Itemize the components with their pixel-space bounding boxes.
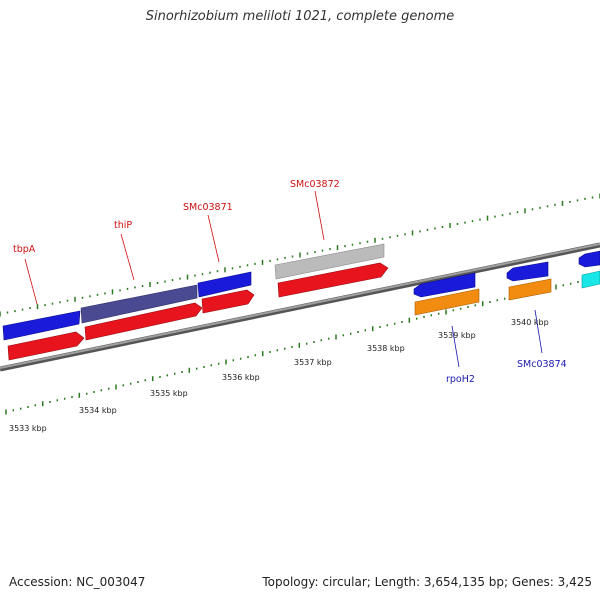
scale-label: 3537 kbp [294,358,332,367]
gene-tbpA-blue[interactable] [2,310,81,341]
gene-label-SMc03874[interactable]: SMc03874 [517,359,567,370]
gene-SMc03872-red[interactable] [277,262,389,298]
scale-label: 3540 kbp [511,318,549,327]
map-title: Sinorhizobium meliloti 1021, complete ge… [145,9,455,24]
gene-next-cyan[interactable] [581,270,600,289]
upper-tick-track [0,193,600,317]
genome-backbone [0,242,600,372]
gene-thiP-operon[interactable] [80,284,198,324]
gene-SMc03874-blue[interactable] [506,261,549,282]
gene-SMc03871-red[interactable] [201,289,255,314]
gene-rpoH2-orange[interactable] [414,288,480,316]
gene-next-blue[interactable] [578,250,600,268]
gene-SMc03872-gray[interactable] [274,243,385,280]
gene-tbpA-red[interactable] [7,331,85,361]
gene-thiP-red[interactable] [84,302,203,341]
gene-rpoH2-blue[interactable] [413,272,476,298]
scale-label: 3533 kbp [9,424,47,433]
scale-labels: 3533 kbp 3534 kbp 3535 kbp 3536 kbp 3537… [9,318,549,433]
gene-label-tbpA[interactable]: tbpA [13,244,36,255]
scale-label: 3536 kbp [222,373,260,382]
label-callouts [24,190,543,368]
scale-label: 3535 kbp [150,389,188,398]
gene-label-SMc03871[interactable]: SMc03871 [183,202,233,213]
accession-text: Accession: NC_003047 [9,575,146,589]
gene-label-thiP[interactable]: thiP [114,220,132,231]
scale-label: 3534 kbp [79,406,117,415]
genome-summary-text: Topology: circular; Length: 3,654,135 bp… [262,575,592,589]
gene-SMc03874-orange[interactable] [508,278,552,301]
scale-label: 3538 kbp [367,344,405,353]
gene-SMc03871-blue[interactable] [197,271,252,298]
scale-label: 3539 kbp [438,331,476,340]
gene-labels: tbpA thiP SMc03871 SMc03872 rpoH2 SMc038… [13,179,567,385]
gene-label-rpoH2[interactable]: rpoH2 [446,374,475,385]
gene-label-SMc03872[interactable]: SMc03872 [290,179,340,190]
gene-features [2,243,600,361]
